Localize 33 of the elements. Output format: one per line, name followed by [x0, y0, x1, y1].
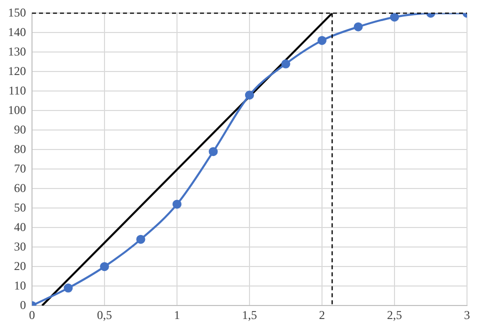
point — [354, 22, 363, 32]
y-tick-label: 110 — [8, 83, 26, 98]
y-tick-label: 20 — [14, 258, 26, 273]
x-tick-label: 2,5 — [387, 308, 402, 322]
x-tick-label: 2 — [319, 308, 325, 322]
x-tick-label: 0 — [29, 308, 35, 322]
y-tick-label: 120 — [8, 64, 26, 78]
x-tick-label: 0,5 — [97, 308, 112, 322]
point — [64, 284, 73, 293]
point — [100, 262, 109, 272]
point — [318, 36, 326, 45]
x-tick-label: 1 — [174, 308, 180, 322]
y-tick-label: 80 — [14, 142, 26, 156]
y-tick-label: 10 — [14, 278, 26, 292]
y-tick-label: 150 — [8, 5, 26, 20]
x-tick-label: 1,5 — [242, 308, 257, 322]
point — [390, 13, 399, 22]
point — [136, 234, 146, 244]
point — [245, 90, 254, 100]
y-tick-label: 50 — [14, 200, 26, 214]
y-tick-label: 60 — [14, 180, 26, 195]
y-tick-label: 0 — [20, 298, 26, 312]
y-tick-label: 130 — [8, 44, 26, 58]
point — [208, 147, 218, 156]
y-tick-label: 100 — [8, 102, 26, 117]
y-tick-label: 140 — [8, 24, 26, 39]
point — [281, 59, 290, 68]
point — [172, 200, 182, 209]
y-tick-label: 30 — [14, 239, 26, 254]
y-tick-label: 70 — [14, 161, 26, 176]
y-tick-label: 90 — [14, 122, 26, 136]
x-tick-label: 3 — [464, 308, 470, 322]
y-tick-label: 40 — [14, 220, 26, 234]
